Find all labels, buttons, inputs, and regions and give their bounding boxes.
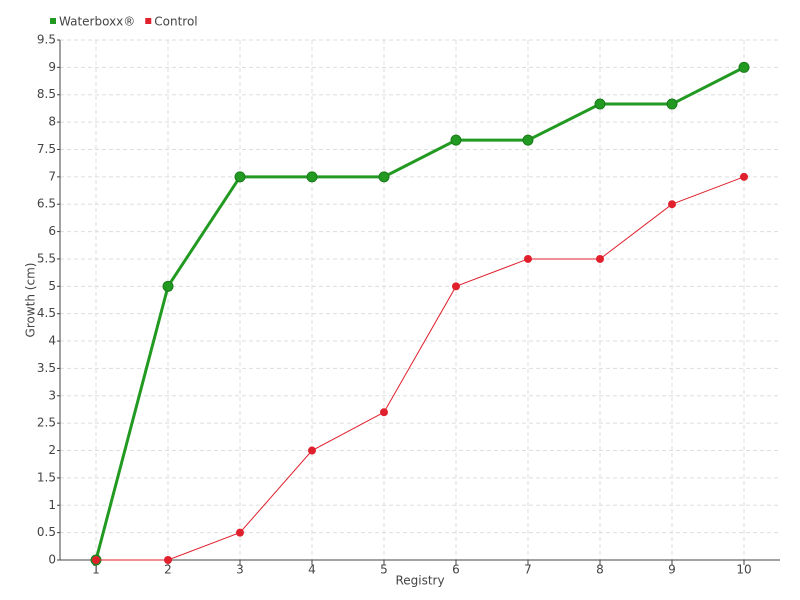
y-tick-label: 5 xyxy=(48,279,56,293)
data-point xyxy=(666,98,678,110)
y-tick-label: 0 xyxy=(48,553,56,567)
y-tick-label: 7 xyxy=(48,169,56,183)
series-line xyxy=(94,66,745,561)
y-tick-label: 7.5 xyxy=(37,142,56,156)
data-point xyxy=(378,171,390,183)
x-tick-label: 5 xyxy=(380,563,388,577)
y-tick-label: 9 xyxy=(48,60,56,74)
y-tick-label: 1 xyxy=(48,498,56,512)
x-axis-label: Registry xyxy=(395,574,444,588)
x-tick-label: 1 xyxy=(92,563,100,577)
x-tick-label: 7 xyxy=(524,563,532,577)
data-point xyxy=(92,556,100,564)
y-tick-label: 3 xyxy=(48,388,56,402)
data-point xyxy=(522,134,534,146)
data-point xyxy=(738,61,750,73)
legend-swatch xyxy=(145,18,152,24)
x-tick-label: 10 xyxy=(736,563,751,577)
y-tick-label: 4.5 xyxy=(37,306,56,320)
legend-label: Control xyxy=(154,15,197,29)
data-point xyxy=(306,171,318,183)
y-axis-label: Growth (cm) xyxy=(24,263,38,338)
x-tick-label: 6 xyxy=(452,563,460,577)
y-tick-label: 2.5 xyxy=(37,416,56,430)
y-tick-label: 1.5 xyxy=(37,470,56,484)
y-tick-label: 9.5 xyxy=(37,33,56,47)
data-point xyxy=(524,254,532,263)
x-tick-label: 8 xyxy=(596,563,604,577)
y-tick-label: 8 xyxy=(48,115,56,129)
y-tick-label: 6 xyxy=(48,224,56,238)
data-point xyxy=(380,408,388,417)
x-tick-label: 9 xyxy=(668,563,676,577)
y-tick-label: 0.5 xyxy=(37,525,56,539)
x-tick-label: 2 xyxy=(164,563,172,577)
data-point xyxy=(162,280,174,292)
data-point xyxy=(452,282,460,291)
y-tick-label: 6.5 xyxy=(37,197,56,211)
y-tick-label: 3.5 xyxy=(37,361,56,375)
data-point xyxy=(308,446,316,455)
y-tick-label: 5.5 xyxy=(37,251,56,265)
x-tick-label: 4 xyxy=(308,563,316,577)
legend-label: Waterboxx® xyxy=(59,15,135,29)
data-point xyxy=(236,528,244,537)
data-point xyxy=(596,254,604,263)
data-point xyxy=(668,200,676,209)
y-tick-label: 4 xyxy=(48,334,56,348)
data-point xyxy=(450,134,462,146)
series-line xyxy=(96,176,745,561)
data-point xyxy=(740,172,748,181)
y-tick-label: 8.5 xyxy=(37,87,56,101)
data-point xyxy=(164,556,172,564)
legend-swatch xyxy=(50,18,56,24)
data-point xyxy=(234,171,246,183)
y-tick-label: 2 xyxy=(48,443,56,457)
x-tick-label: 3 xyxy=(236,563,244,577)
data-point xyxy=(594,98,606,110)
